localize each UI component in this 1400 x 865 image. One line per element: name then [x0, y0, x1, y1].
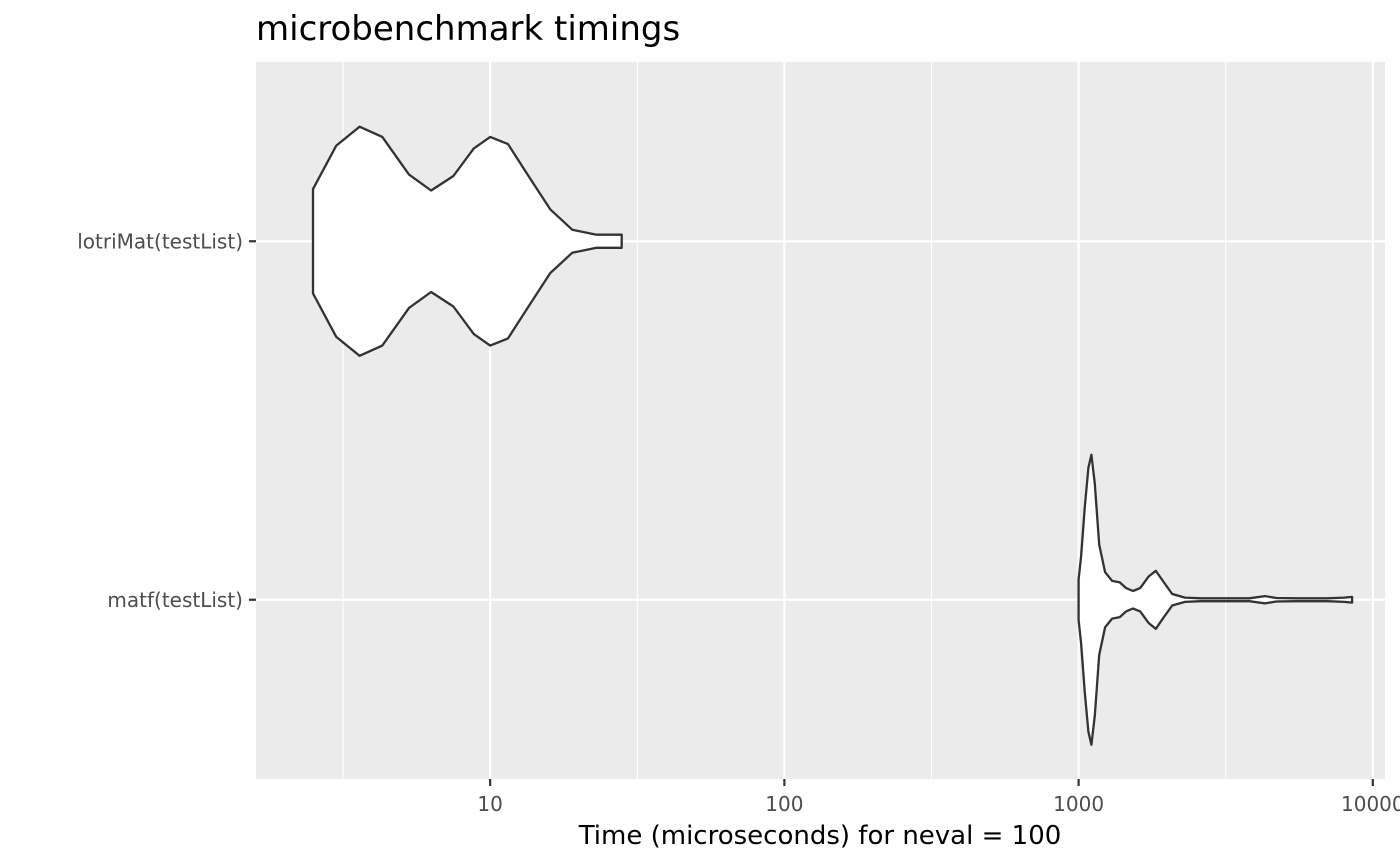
- violin-1: [311, 125, 623, 357]
- plot-panel: [256, 62, 1385, 779]
- x-tick-label: 100: [765, 792, 803, 816]
- y-axis: lotriMat(testList) matf(testList): [77, 229, 256, 612]
- x-axis: 10 100 1000 10000: [477, 779, 1400, 816]
- x-axis-title: Time (microseconds) for neval = 100: [578, 821, 1062, 851]
- x-tick-label: 10000: [1341, 792, 1400, 816]
- y-tick-label: matf(testList): [107, 588, 243, 612]
- violins: [311, 125, 1354, 746]
- x-tick-label: 1000: [1053, 792, 1104, 816]
- minor-gridlines: [342, 62, 1227, 779]
- y-tick-label: lotriMat(testList): [77, 229, 243, 253]
- chart-title: microbenchmark timings: [256, 9, 680, 49]
- violin-2: [1077, 453, 1354, 746]
- x-tick-label: 10: [477, 792, 502, 816]
